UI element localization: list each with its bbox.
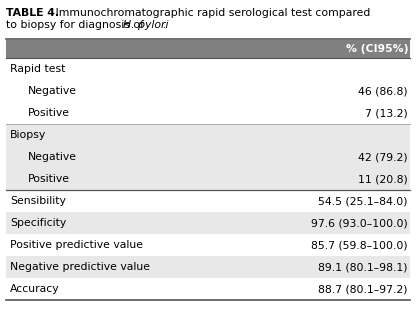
- Bar: [6, 146, 410, 168]
- Bar: [6, 190, 410, 212]
- Text: 11 (20.8): 11 (20.8): [358, 174, 408, 184]
- Bar: [6, 58, 410, 80]
- Text: 88.7 (80.1–97.2): 88.7 (80.1–97.2): [319, 284, 408, 294]
- Bar: [6, 168, 410, 190]
- Text: Sensibility: Sensibility: [10, 196, 66, 206]
- Text: Negative: Negative: [28, 152, 77, 162]
- Text: Negative: Negative: [28, 86, 77, 96]
- Bar: [6, 102, 410, 124]
- Text: Positive: Positive: [28, 108, 70, 118]
- Text: Biopsy: Biopsy: [10, 130, 46, 140]
- Text: Rapid test: Rapid test: [10, 64, 65, 74]
- Bar: [6, 80, 410, 102]
- Text: Immunochromatographic rapid serological test compared: Immunochromatographic rapid serological …: [52, 8, 370, 18]
- Text: Specificity: Specificity: [10, 218, 66, 228]
- Bar: [6, 212, 410, 234]
- Text: Negative predictive value: Negative predictive value: [10, 262, 150, 272]
- Text: Accuracy: Accuracy: [10, 284, 59, 294]
- Text: 54.5 (25.1–84.0): 54.5 (25.1–84.0): [319, 196, 408, 206]
- Text: 46 (86.8): 46 (86.8): [358, 86, 408, 96]
- Text: .: .: [163, 20, 166, 30]
- Text: TABLE 4.: TABLE 4.: [6, 8, 59, 18]
- Bar: [6, 40, 410, 58]
- Text: 97.6 (93.0–100.0): 97.6 (93.0–100.0): [311, 218, 408, 228]
- Bar: [6, 256, 410, 278]
- Text: to biopsy for diagnosis of: to biopsy for diagnosis of: [6, 20, 148, 30]
- Bar: [6, 124, 410, 146]
- Text: % (CI95%): % (CI95%): [346, 44, 408, 54]
- Text: 89.1 (80.1–98.1): 89.1 (80.1–98.1): [319, 262, 408, 272]
- Text: Positive: Positive: [28, 174, 70, 184]
- Bar: [6, 278, 410, 300]
- Bar: [6, 234, 410, 256]
- Text: 85.7 (59.8–100.0): 85.7 (59.8–100.0): [311, 240, 408, 250]
- Text: 7 (13.2): 7 (13.2): [365, 108, 408, 118]
- Text: Positive predictive value: Positive predictive value: [10, 240, 143, 250]
- Text: H. pylori: H. pylori: [123, 20, 168, 30]
- Text: 42 (79.2): 42 (79.2): [358, 152, 408, 162]
